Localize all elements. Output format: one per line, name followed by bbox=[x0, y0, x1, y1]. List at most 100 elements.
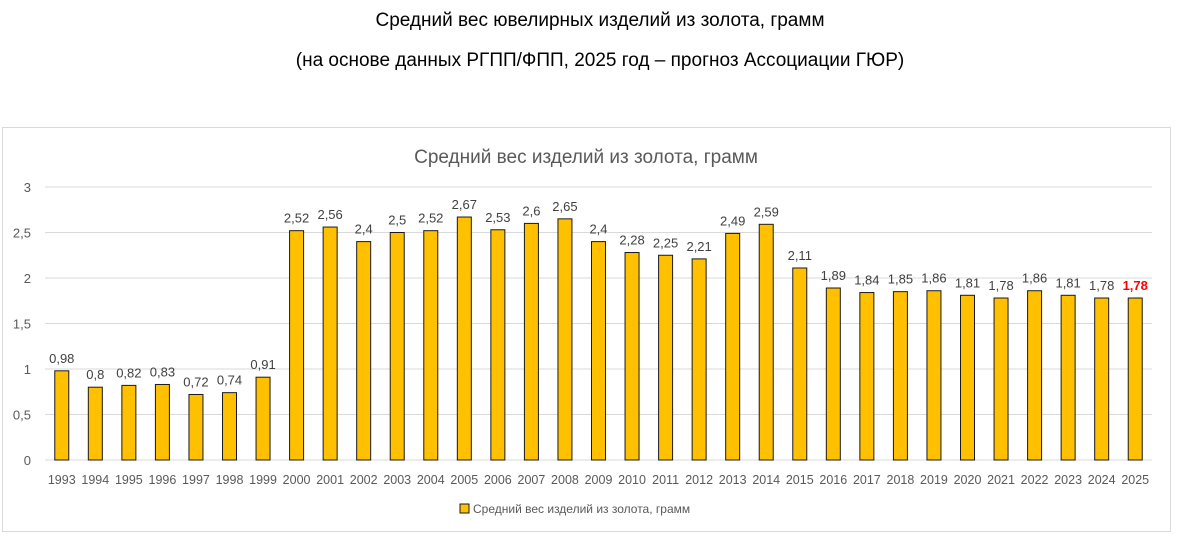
x-tick-label: 2008 bbox=[551, 473, 579, 487]
chart-frame bbox=[2, 127, 1171, 532]
y-tick-label: 0 bbox=[24, 453, 31, 468]
x-tick-label: 1997 bbox=[182, 473, 210, 487]
bar-1999 bbox=[255, 376, 271, 461]
data-label: 0,83 bbox=[150, 364, 175, 379]
data-label: 1,78 bbox=[1089, 278, 1114, 293]
data-label: 1,78 bbox=[1123, 278, 1148, 293]
bar-2014 bbox=[758, 223, 774, 461]
x-tick-label: 2003 bbox=[383, 473, 411, 487]
bar-2019 bbox=[926, 290, 942, 461]
x-tick-label: 2017 bbox=[853, 473, 881, 487]
x-tick-label: 2004 bbox=[417, 473, 445, 487]
y-tick-label: 2 bbox=[24, 271, 31, 286]
bar-2021 bbox=[993, 297, 1009, 461]
bar-2009 bbox=[591, 241, 606, 461]
x-tick-label: 2015 bbox=[786, 473, 814, 487]
x-tick-label: 2024 bbox=[1088, 473, 1116, 487]
data-label: 2,67 bbox=[452, 197, 477, 212]
bar-2023 bbox=[1060, 294, 1076, 461]
bar-2016 bbox=[825, 287, 841, 461]
page-subtitle: (на основе данных РГПП/ФПП, 2025 год – п… bbox=[295, 50, 905, 71]
bar-2018 bbox=[892, 291, 908, 461]
data-label: 1,86 bbox=[1022, 271, 1047, 286]
x-tick-label: 2009 bbox=[585, 473, 613, 487]
data-label: 1,85 bbox=[888, 272, 913, 287]
data-label: 1,78 bbox=[988, 278, 1013, 293]
x-tick-label: 2010 bbox=[618, 473, 646, 487]
data-label: 0,74 bbox=[217, 373, 242, 388]
data-label: 1,89 bbox=[821, 268, 846, 283]
bar-2015 bbox=[792, 267, 808, 461]
data-label: 1,84 bbox=[854, 273, 879, 288]
data-label: 0,91 bbox=[250, 357, 275, 372]
bar-2011 bbox=[658, 254, 674, 461]
data-label: 2,59 bbox=[754, 204, 779, 219]
bar-2006 bbox=[490, 229, 506, 461]
data-label: 0,82 bbox=[116, 365, 141, 380]
x-tick-label: 1999 bbox=[249, 473, 277, 487]
bar-2024 bbox=[1094, 297, 1110, 461]
data-label: 2,28 bbox=[619, 233, 644, 248]
bar-2020 bbox=[960, 294, 975, 461]
data-label: 0,72 bbox=[183, 374, 208, 389]
x-tick-label: 2023 bbox=[1054, 473, 1082, 487]
data-label: 2,4 bbox=[355, 222, 373, 237]
bar-2025 bbox=[1127, 297, 1143, 461]
bar-2013 bbox=[725, 232, 741, 461]
bar-1994 bbox=[87, 386, 103, 461]
data-label: 2,52 bbox=[418, 211, 443, 226]
x-tick-label: 2006 bbox=[484, 473, 512, 487]
x-tick-label: 2020 bbox=[954, 473, 982, 487]
data-label: 2,5 bbox=[388, 213, 406, 228]
bar-1995 bbox=[121, 384, 137, 461]
data-label: 2,53 bbox=[485, 210, 510, 225]
bar-2003 bbox=[389, 232, 405, 461]
bar-1997 bbox=[188, 393, 204, 461]
bar-1998 bbox=[222, 392, 237, 461]
x-tick-label: 1993 bbox=[48, 473, 76, 487]
bar-2005 bbox=[456, 216, 472, 461]
y-tick-label: 1,5 bbox=[13, 317, 31, 332]
page-title: Средний вес ювелирных изделий из золота,… bbox=[375, 10, 825, 31]
x-tick-label: 2007 bbox=[518, 473, 546, 487]
data-label: 2,21 bbox=[686, 239, 711, 254]
data-label: 0,98 bbox=[49, 351, 74, 366]
bar-1996 bbox=[154, 383, 170, 461]
legend-swatch bbox=[459, 503, 470, 514]
chart-title: Средний вес изделий из золота, грамм bbox=[414, 147, 758, 168]
bar-2002 bbox=[356, 241, 372, 461]
x-tick-label: 1996 bbox=[149, 473, 177, 487]
bar-1993 bbox=[54, 370, 70, 461]
data-label: 2,4 bbox=[589, 222, 607, 237]
x-tick-label: 2013 bbox=[719, 473, 747, 487]
x-tick-label: 2011 bbox=[652, 473, 679, 487]
bar-2007 bbox=[523, 222, 539, 461]
data-label: 2,52 bbox=[284, 211, 309, 226]
x-tick-label: 2000 bbox=[283, 473, 311, 487]
x-tick-label: 2014 bbox=[752, 473, 780, 487]
x-tick-label: 2018 bbox=[887, 473, 915, 487]
legend-label: Средний вес изделий из золота, грамм bbox=[473, 502, 690, 516]
bar-2012 bbox=[691, 258, 707, 461]
data-label: 1,81 bbox=[1055, 275, 1080, 290]
x-tick-label: 2025 bbox=[1121, 473, 1149, 487]
y-tick-label: 2,5 bbox=[13, 226, 31, 241]
data-label: 2,25 bbox=[653, 235, 678, 250]
x-tick-label: 2016 bbox=[819, 473, 847, 487]
x-tick-label: 2019 bbox=[920, 473, 948, 487]
bar-2022 bbox=[1027, 290, 1043, 461]
bar-2000 bbox=[289, 230, 305, 461]
y-tick-label: 1 bbox=[24, 362, 31, 377]
x-tick-label: 2002 bbox=[350, 473, 378, 487]
x-tick-label: 2012 bbox=[685, 473, 713, 487]
x-tick-label: 2005 bbox=[450, 473, 478, 487]
data-label: 2,11 bbox=[788, 248, 812, 263]
bar-2001 bbox=[322, 226, 338, 461]
y-tick-label: 3 bbox=[24, 180, 31, 195]
bar-2017 bbox=[859, 292, 875, 461]
data-label: 0,8 bbox=[86, 367, 104, 382]
x-tick-label: 1995 bbox=[115, 473, 143, 487]
data-label: 2,56 bbox=[317, 207, 342, 222]
data-label: 1,86 bbox=[921, 271, 946, 286]
